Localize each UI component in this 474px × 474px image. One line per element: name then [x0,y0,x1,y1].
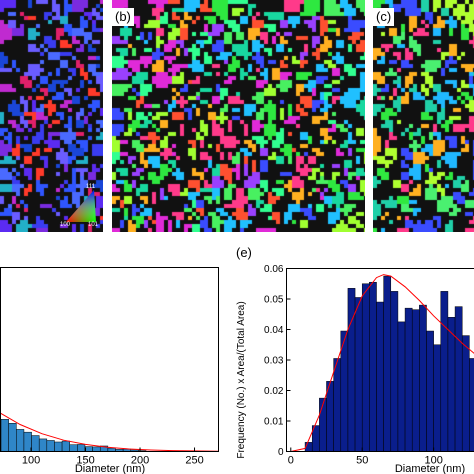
x-tick-label: 50 [356,455,368,467]
histogram-bar [84,446,93,452]
histogram-bar [16,429,25,452]
histogram-bar [404,307,413,452]
histogram-bar [354,297,363,452]
histogram-bar [333,358,342,452]
ipf-label-101: 101 [88,222,99,228]
histogram-e-fit-curve [290,274,474,452]
histogram-bar [0,419,9,452]
histogram-bar [461,335,470,452]
panel-label-c: (c) [373,8,395,26]
histogram-d: 100 150 200 250 Diameter (nm) [0,267,219,474]
histogram-bar [46,440,55,452]
x-tick-label: 100 [22,455,40,467]
histogram-bar [23,431,32,452]
histogram-bar [426,330,434,452]
ebsd-map-c: (c) [373,0,474,232]
x-tick-label: 150 [76,455,94,467]
y-tick-label: 0.01 [264,417,284,428]
histogram-bar [54,441,63,452]
histogram-bar [319,397,327,452]
histogram-d-plot-frame [0,267,219,452]
ipf-color-key: 111 100 101 [58,170,100,228]
histogram-bar [61,440,70,452]
histogram-e-xlabel: Diameter (nm) [395,463,465,474]
ebsd-map-b: (b) [112,0,365,232]
ipf-triangle-icon [66,190,96,222]
histogram-bar [433,344,442,452]
histogram-bar [390,291,399,452]
histogram-bar [38,438,48,452]
x-tick-label: 250 [185,455,203,467]
histogram-bar [376,301,384,452]
x-tick-label: 200 [131,455,149,467]
histogram-e: (e) Frequency (No.) x Area/(Total Area) … [236,245,474,474]
histogram-bar [383,275,392,452]
y-tick-label: 0.02 [264,386,284,397]
histogram-d-xlabel: Diameter (nm) [75,463,145,474]
panel-label-b: (b) [112,8,134,26]
histogram-bar [411,309,420,452]
y-tick-label: 0.05 [264,295,284,306]
histogram-bar [77,444,86,452]
ebsd-map-a-image [0,0,103,232]
ebsd-map-c-image [373,0,474,232]
y-tick-label: 0.03 [264,356,284,367]
histogram-e-ylabel: Frequency (No.) x Area/(Total Area) [236,301,247,458]
histogram-bar [369,281,377,452]
ebsd-map-a: 111 100 101 [0,0,103,232]
histogram-bar [69,444,78,452]
histogram-bar [397,321,406,452]
y-tick-label: 0 [278,447,284,458]
x-tick-label: 0 [288,455,294,467]
histogram-bar [469,358,474,452]
histogram-bar [92,446,101,452]
ipf-label-111: 111 [86,184,96,190]
histogram-bar [447,317,456,452]
y-tick-label: 0.04 [264,325,284,336]
histogram-bar [8,423,17,452]
histogram-d-fit-curve [0,412,219,452]
histogram-bar [440,291,449,452]
histogram-bar [419,304,427,452]
histogram-bar [347,288,356,452]
y-tick-label: 0.06 [264,264,284,275]
panel-label-e: (e) [236,245,252,260]
ebsd-map-b-image [112,0,365,232]
ipf-label-100: 100 [60,222,71,228]
histogram-bar [361,283,370,452]
histogram-bar [454,306,463,452]
histogram-bar [31,435,40,452]
histogram-bar [107,447,116,452]
x-tick-label: 100 [424,455,442,467]
